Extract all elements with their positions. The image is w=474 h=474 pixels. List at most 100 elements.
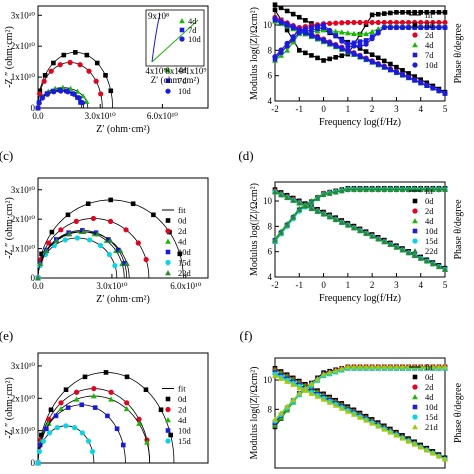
point-mod-21d (405, 438, 412, 444)
point-4d (123, 405, 130, 412)
point-2d (107, 218, 114, 224)
point-phase-10d (320, 22, 327, 28)
y-tick-label: 6 (268, 247, 273, 257)
point-phase-0d (296, 48, 302, 53)
point-mod-0d (400, 67, 405, 73)
point-mod-0d (369, 52, 375, 57)
point-phase-4d (351, 30, 357, 37)
y-tick-label: 4 (268, 96, 273, 106)
point-phase-10d (442, 24, 448, 31)
point-0d (177, 251, 183, 257)
point-2d (108, 389, 114, 395)
point-phase-0d (333, 55, 339, 60)
point-10d (35, 105, 41, 111)
point-mod-21d (436, 453, 442, 459)
point-4d (45, 420, 52, 426)
point-mod-10d (345, 48, 351, 54)
y-tick-label: 1x10¹⁰ (11, 244, 36, 254)
point-legend-0d (165, 218, 171, 223)
point-phase-2d (369, 19, 375, 26)
panel-c: (c) 0 1x10¹⁰ 2x10¹⁰ 3x10¹⁰ 0.0 3.0x10¹⁰ 6.0x10¹… (0, 148, 209, 305)
point-2d (41, 78, 47, 84)
point-phase-21d (387, 363, 394, 370)
point-phase-2d (357, 19, 363, 26)
point-mod-22d (363, 230, 369, 236)
point-mod-0d (303, 18, 308, 23)
point-phase-22d (351, 186, 357, 192)
point-mod-22d (344, 222, 351, 228)
point-phase-22d (375, 186, 382, 192)
point-phase-0d (406, 10, 411, 15)
y-tick-label: 3x10¹⁰ (11, 10, 36, 20)
plot-frame (274, 5, 446, 102)
point-legend-2d (165, 406, 171, 413)
point-10d (115, 247, 121, 253)
y-tick-label: 10 (263, 20, 273, 30)
point-phase-10d (393, 24, 400, 31)
point-10d (36, 100, 42, 106)
point-phase-0d (381, 11, 387, 16)
inset-legend-label: 4d (188, 16, 197, 26)
point-mod-10d (381, 64, 387, 70)
panel-a: 0 1x10¹⁰ 2x10¹⁰ 3x10¹⁰ 0.0 3.0x10¹⁰ 6.0x10¹⁰ Z′… (4, 5, 209, 135)
legend-label: 15d (178, 436, 192, 446)
point-10d (51, 89, 57, 95)
point-mod-10d (430, 85, 436, 91)
point-phase-21d (308, 380, 315, 386)
legend-label: 4d (178, 415, 187, 425)
point-15d (79, 430, 85, 436)
point-mod-10d (399, 72, 406, 78)
point-mod-22d (411, 252, 418, 258)
point-phase-10d (333, 33, 339, 39)
point-mod-10d (272, 16, 278, 22)
point-legend-10d (412, 404, 418, 410)
point-legend-4d (165, 417, 171, 423)
y-axis-title: -Z ″ (ohm·cm²) (4, 26, 15, 88)
point-legend-15d (412, 414, 418, 420)
point-phase-10d (430, 24, 436, 31)
point-mod-0d (272, 2, 278, 8)
point-mod-22d (387, 241, 394, 247)
point-phase-10d (424, 24, 430, 31)
point-0d (103, 370, 109, 375)
point-phase-22d (338, 187, 345, 194)
point-0d (49, 229, 55, 235)
inset-legend-label: 7d (188, 25, 197, 35)
legend-label: 0d (425, 196, 434, 206)
point-phase-22d (308, 199, 315, 205)
panel-label: (e) (0, 328, 13, 343)
point-legend-4d (165, 238, 171, 244)
point-2d (73, 389, 80, 395)
point-phase-22d (296, 206, 303, 213)
point-0d (94, 60, 100, 66)
x-tick-label: 0 (321, 280, 326, 290)
point-phase-22d (290, 214, 297, 220)
legend-label: 15d (178, 258, 192, 268)
point-mod-22d (405, 249, 412, 256)
point-phase-4d (278, 52, 284, 58)
legend-label: 2d (425, 382, 434, 392)
point-legend-2d (412, 32, 418, 38)
point-phase-22d (302, 203, 309, 209)
point-10d (122, 260, 127, 266)
plot-frame (37, 5, 209, 109)
point-phase-10d (314, 23, 321, 29)
point-phase-22d (442, 186, 448, 192)
point-phase-21d (375, 363, 382, 370)
point-mod-22d (338, 219, 345, 225)
point-legend-4d (412, 218, 418, 224)
point-10d (105, 413, 110, 419)
x-tick-label: 6.0x10¹⁰ (147, 111, 178, 121)
point-phase-22d (272, 237, 278, 243)
point-phase-0d (369, 12, 375, 18)
point-phase-4d (332, 28, 339, 34)
legend-label: 2d (178, 405, 187, 415)
point-phase-21d (338, 365, 345, 371)
point-2d (91, 385, 97, 392)
point-mod-21d (344, 408, 351, 414)
point-15d (62, 237, 68, 243)
point-mod-0d (412, 74, 417, 79)
point-phase-10d (339, 38, 345, 44)
point-22d (37, 260, 44, 267)
